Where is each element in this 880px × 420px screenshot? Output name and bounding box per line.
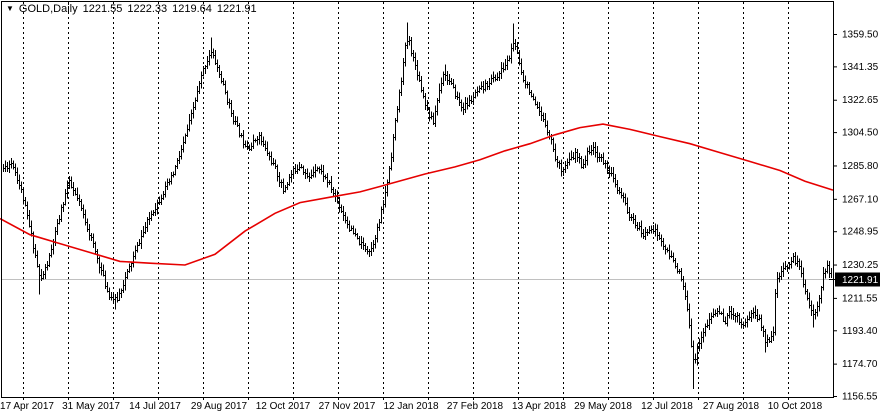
svg-text:1304.50: 1304.50 (842, 128, 879, 139)
svg-text:27 Nov 2017: 27 Nov 2017 (319, 401, 376, 412)
symbol-period-label: GOLD,Daily (18, 3, 78, 15)
svg-text:10 Oct 2018: 10 Oct 2018 (768, 401, 823, 412)
ohlc-low-value: 1219.64 (172, 3, 212, 15)
svg-text:29 Aug 2017: 29 Aug 2017 (191, 401, 248, 412)
svg-text:12 Oct 2017: 12 Oct 2017 (256, 401, 311, 412)
svg-text:1248.95: 1248.95 (842, 227, 879, 238)
svg-text:1221.91: 1221.91 (842, 275, 879, 286)
svg-text:29 May 2018: 29 May 2018 (574, 401, 632, 412)
svg-text:12 Jan 2018: 12 Jan 2018 (383, 401, 438, 412)
chart-title-bar: ▼ GOLD,Daily 1221.55 1222.33 1219.64 122… (6, 3, 257, 15)
current-price-badge: 1221.91 (829, 272, 880, 287)
price-bars (3, 22, 833, 389)
moving-average-line (0, 123, 834, 266)
svg-text:1211.55: 1211.55 (842, 293, 878, 304)
svg-text:1230.25: 1230.25 (842, 260, 879, 271)
svg-text:1267.10: 1267.10 (842, 194, 879, 205)
svg-text:31 May 2017: 31 May 2017 (62, 401, 120, 412)
ohlc-close-value: 1221.91 (216, 3, 257, 15)
ohlc-high-value: 1222.33 (127, 3, 168, 15)
svg-text:14 Jul 2017: 14 Jul 2017 (129, 401, 181, 412)
svg-text:27 Aug 2018: 27 Aug 2018 (703, 401, 760, 412)
svg-text:1193.40: 1193.40 (842, 326, 878, 337)
price-axis[interactable]: 1359.50 1341.35 1322.65 1304.50 1285.80 1267.… (833, 30, 879, 403)
svg-text:27 Feb 2018: 27 Feb 2018 (447, 401, 504, 412)
svg-text:13 Apr 2018: 13 Apr 2018 (512, 401, 566, 412)
svg-text:1359.50: 1359.50 (842, 30, 879, 41)
ohlc-open-value: 1221.55 (82, 3, 123, 15)
symbol-dropdown-icon[interactable]: ▼ (6, 4, 14, 13)
svg-text:12 Jul 2018: 12 Jul 2018 (641, 401, 693, 412)
svg-text:1285.80: 1285.80 (842, 161, 879, 172)
svg-text:1341.35: 1341.35 (842, 62, 879, 73)
plot-area[interactable] (1, 1, 833, 397)
svg-text:1174.70: 1174.70 (842, 359, 878, 370)
svg-text:1156.55: 1156.55 (842, 392, 878, 403)
svg-text:1322.65: 1322.65 (842, 95, 879, 106)
time-axis[interactable]: 17 Apr 2017 31 May 2017 14 Jul 2017 29 Aug … (0, 397, 823, 412)
vertical-gridlines (23, 2, 789, 396)
svg-text:17 Apr 2017: 17 Apr 2017 (0, 401, 54, 412)
